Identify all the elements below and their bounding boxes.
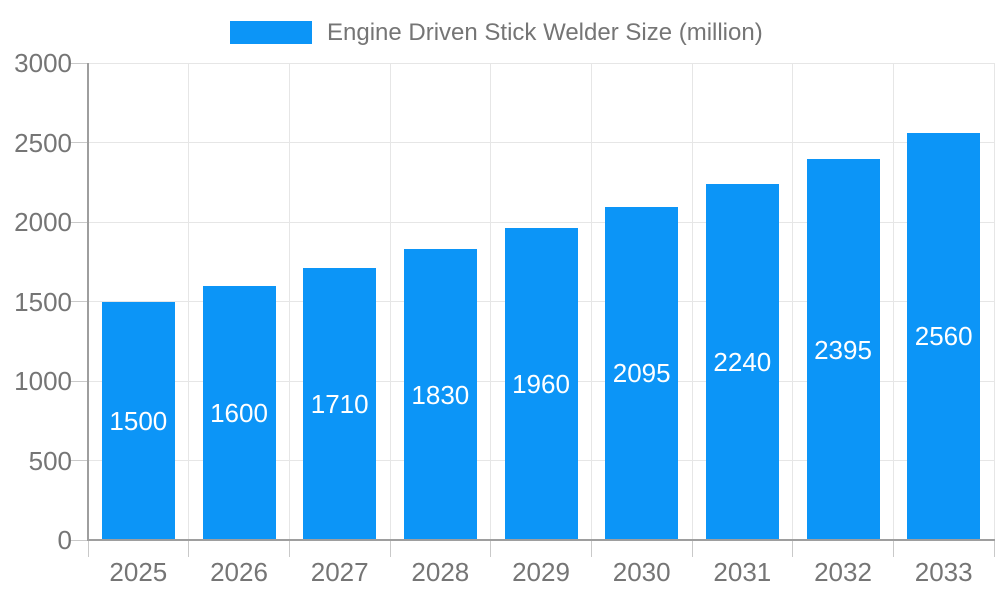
- x-tick: [792, 541, 794, 557]
- bar[interactable]: [202, 285, 276, 540]
- x-gridline: [590, 63, 592, 540]
- y-tick-label: 2000: [14, 207, 72, 237]
- y-tick: [70, 221, 88, 223]
- y-tick: [70, 301, 88, 302]
- bar-value-label: 1830: [411, 379, 470, 410]
- x-gridline: [691, 63, 693, 540]
- bar[interactable]: [907, 132, 981, 540]
- y-axis-line: [87, 63, 89, 540]
- x-tick: [892, 541, 894, 557]
- x-tick-label: 2026: [210, 557, 268, 587]
- bar-value-label: 1710: [310, 389, 369, 420]
- x-tick: [490, 541, 492, 557]
- bar[interactable]: [605, 206, 679, 540]
- bar-value-label: 2395: [814, 334, 872, 365]
- x-tick: [993, 541, 995, 557]
- y-tick: [70, 380, 88, 382]
- x-gridline: [389, 63, 391, 540]
- y-tick: [70, 142, 88, 143]
- x-tick: [389, 541, 391, 557]
- y-tick-label: 1000: [14, 366, 72, 396]
- bar[interactable]: [101, 301, 175, 540]
- x-tick-label: 2029: [512, 557, 570, 587]
- x-gridline: [993, 63, 995, 540]
- x-tick-label: 2031: [713, 557, 772, 587]
- x-tick: [590, 541, 592, 557]
- y-tick-label: 2500: [14, 127, 72, 158]
- y-tick-label: 3000: [14, 48, 72, 78]
- x-axis-line: [87, 539, 995, 541]
- bar-value-label: 1500: [109, 405, 168, 436]
- x-gridline: [288, 63, 290, 540]
- y-gridline: [88, 62, 994, 64]
- y-gridline: [88, 221, 994, 223]
- y-tick: [70, 539, 88, 541]
- x-tick: [87, 541, 89, 557]
- bar[interactable]: [806, 159, 880, 540]
- y-tick-label: 500: [28, 445, 72, 476]
- legend[interactable]: Engine Driven Stick Welder Size (million…: [230, 19, 763, 46]
- x-tick-label: 2027: [310, 557, 369, 587]
- bar-value-label: 2095: [612, 358, 671, 389]
- x-gridline: [490, 63, 492, 540]
- y-tick-label: 1500: [14, 286, 72, 317]
- bar[interactable]: [303, 268, 377, 540]
- x-tick-label: 2030: [612, 557, 671, 587]
- bar[interactable]: [705, 183, 779, 540]
- y-tick: [70, 460, 88, 461]
- x-tick-label: 2028: [411, 557, 470, 587]
- x-tick-label: 2033: [914, 557, 973, 587]
- x-gridline: [188, 63, 190, 540]
- bar[interactable]: [403, 249, 477, 540]
- bar-value-label: 1960: [512, 369, 570, 400]
- x-gridline: [792, 63, 794, 540]
- legend-label: Engine Driven Stick Welder Size (million…: [327, 19, 763, 46]
- x-tick-label: 2025: [109, 557, 168, 587]
- plot-area: 1500 1600 1710 1830 1960 2095 2240 2395 2560: [88, 62, 995, 540]
- y-tick-label: 0: [57, 525, 72, 555]
- x-gridline: [892, 63, 894, 540]
- legend-swatch: [230, 21, 312, 44]
- y-gridline: [88, 142, 994, 143]
- bar[interactable]: [504, 228, 578, 540]
- bar-value-label: 2240: [713, 346, 772, 377]
- x-tick: [188, 541, 190, 557]
- x-tick: [691, 541, 693, 557]
- x-tick-label: 2032: [814, 557, 872, 587]
- bar-value-label: 1600: [210, 397, 268, 428]
- y-tick: [70, 62, 88, 64]
- bar-value-label: 2560: [914, 321, 973, 352]
- x-tick: [288, 541, 290, 557]
